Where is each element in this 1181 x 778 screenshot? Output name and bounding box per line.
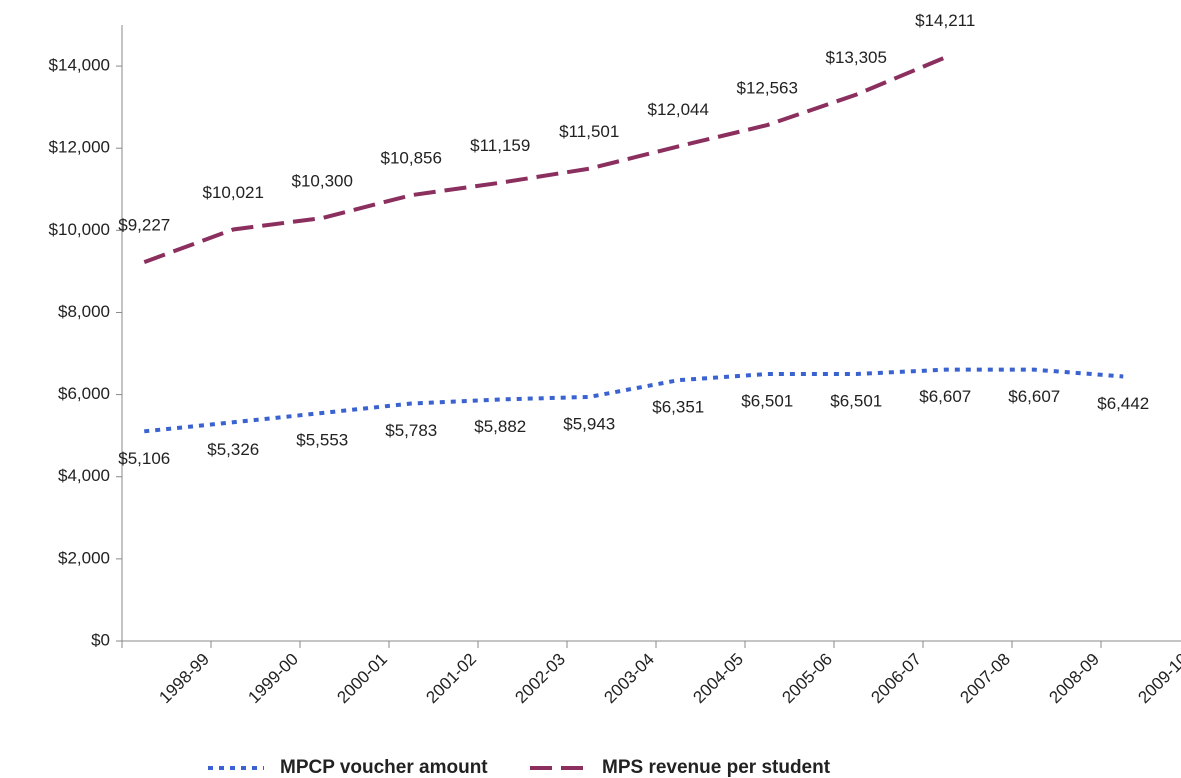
data-label: $6,442 (1097, 394, 1149, 413)
y-tick-label: $10,000 (49, 220, 110, 239)
data-label: $10,021 (203, 183, 264, 202)
series-line (144, 367, 1124, 434)
data-label: $6,607 (1008, 387, 1060, 406)
data-label: $5,326 (207, 440, 259, 459)
data-label: $5,943 (563, 414, 615, 433)
data-label: $5,553 (296, 430, 348, 449)
series-line (143, 55, 947, 264)
data-label: $13,305 (826, 48, 887, 67)
data-label: $12,563 (737, 79, 798, 98)
legend-label: MPS revenue per student (602, 757, 831, 778)
x-tick-label: 2003-04 (600, 650, 658, 708)
data-label: $11,501 (559, 122, 619, 141)
data-label: $5,106 (118, 449, 170, 468)
x-tick-label: 2006-07 (867, 650, 925, 708)
legend-label: MPCP voucher amount (280, 757, 488, 778)
y-tick-label: $2,000 (58, 548, 110, 567)
data-label: $6,501 (741, 392, 793, 411)
x-tick-label: 2001-02 (422, 650, 480, 708)
data-label: $14,211 (915, 11, 975, 30)
x-tick-label: 2008-09 (1045, 650, 1103, 708)
x-tick-label: 2000-01 (333, 650, 391, 708)
x-tick-label: 2009-10 (1134, 650, 1181, 708)
x-tick-label: 1998-99 (155, 650, 213, 708)
x-tick-label: 2005-06 (778, 650, 836, 708)
data-label: $5,882 (474, 417, 526, 436)
y-tick-label: $0 (91, 630, 110, 649)
data-label: $10,300 (292, 171, 353, 190)
y-tick-label: $14,000 (49, 56, 110, 75)
data-label: $5,783 (385, 421, 437, 440)
y-tick-label: $6,000 (58, 384, 110, 403)
data-label: $6,501 (830, 392, 882, 411)
data-label: $10,856 (381, 149, 442, 168)
x-tick-label: 2004-05 (689, 650, 747, 708)
data-label: $6,351 (652, 398, 704, 417)
data-label: $12,044 (648, 100, 709, 119)
y-tick-label: $12,000 (49, 138, 110, 157)
x-tick-label: 1999-00 (244, 650, 302, 708)
x-tick-label: 2007-08 (956, 650, 1014, 708)
data-label: $9,227 (118, 216, 170, 235)
y-tick-label: $4,000 (58, 466, 110, 485)
x-tick-label: 2002-03 (511, 650, 569, 708)
data-label: $11,159 (470, 136, 530, 155)
data-label: $6,607 (919, 387, 971, 406)
y-tick-label: $8,000 (58, 302, 110, 321)
